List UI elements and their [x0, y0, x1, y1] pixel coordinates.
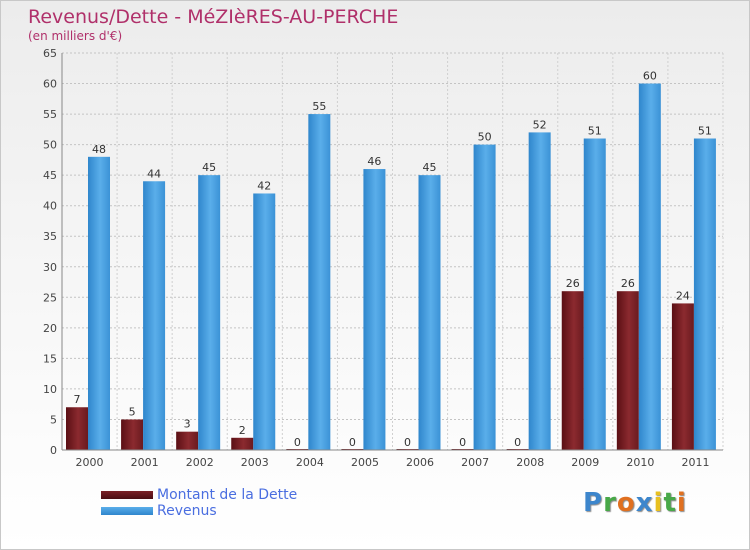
y-tick-label: 30 — [43, 261, 57, 274]
bar-revenue-2008 — [528, 132, 551, 450]
data-label-debt-2004: 0 — [294, 436, 301, 449]
chart-title: Revenus/Dette - MéZIèRES-AU-PERCHE — [28, 6, 399, 28]
y-tick-label: 0 — [50, 444, 57, 457]
bar-revenue-2003 — [253, 193, 276, 450]
bar-debt-2001 — [121, 419, 144, 450]
data-label-debt-2010: 26 — [621, 277, 635, 290]
bar-revenue-2004 — [308, 114, 331, 451]
x-tick-label: 2003 — [241, 456, 269, 469]
data-label-revenue-2005: 46 — [367, 155, 381, 168]
bar-revenue-2011 — [693, 138, 716, 450]
data-label-revenue-2002: 45 — [202, 161, 216, 174]
proxiti-logo: Proxiti — [583, 488, 687, 518]
legend-item-debt: Montant de la Dette — [101, 487, 297, 503]
y-tick-label: 15 — [43, 352, 57, 365]
logo-letter: i — [653, 488, 664, 518]
data-label-revenue-2001: 44 — [147, 167, 161, 180]
y-tick-label: 60 — [43, 78, 57, 91]
legend-label-revenue: Revenus — [157, 503, 217, 519]
x-tick-label: 2008 — [516, 456, 544, 469]
y-tick-label: 35 — [43, 230, 57, 243]
legend-swatch-revenue — [101, 507, 153, 515]
data-label-debt-2003: 2 — [239, 424, 246, 437]
data-label-debt-2007: 0 — [459, 436, 466, 449]
legend-item-revenue: Revenus — [101, 503, 297, 519]
bar-revenue-2006 — [418, 175, 441, 450]
y-tick-label: 45 — [43, 169, 57, 182]
x-tick-label: 2010 — [626, 456, 654, 469]
data-label-debt-2008: 0 — [514, 436, 521, 449]
bar-revenue-2002 — [198, 175, 221, 450]
y-tick-label: 10 — [43, 383, 57, 396]
data-label-revenue-2003: 42 — [257, 179, 271, 192]
bar-revenue-2007 — [473, 144, 496, 450]
y-tick-label: 55 — [43, 108, 57, 121]
data-label-debt-2002: 3 — [184, 418, 191, 431]
logo-letter: P — [583, 488, 604, 518]
legend: Montant de la Dette Revenus — [101, 487, 297, 519]
bar-revenue-2010 — [638, 83, 661, 451]
data-label-revenue-2010: 60 — [643, 70, 657, 83]
data-label-revenue-2006: 45 — [423, 161, 437, 174]
bar-debt-2002 — [176, 431, 199, 450]
x-tick-label: 2002 — [186, 456, 214, 469]
data-label-revenue-2011: 51 — [698, 125, 712, 138]
data-label-debt-2001: 5 — [129, 405, 136, 418]
bar-revenue-2005 — [363, 169, 386, 451]
x-tick-label: 2005 — [351, 456, 379, 469]
bar-debt-2000 — [66, 407, 88, 450]
x-tick-label: 2006 — [406, 456, 434, 469]
y-tick-label: 25 — [43, 291, 57, 304]
logo-letter: i — [676, 488, 687, 518]
x-tick-label: 2011 — [681, 456, 709, 469]
logo-letter: r — [603, 488, 617, 518]
x-tick-label: 2004 — [296, 456, 324, 469]
logo-letter: x — [635, 488, 654, 518]
x-tick-label: 2009 — [571, 456, 599, 469]
y-tick-label: 20 — [43, 322, 57, 335]
y-tick-label: 65 — [43, 47, 57, 60]
data-label-debt-2005: 0 — [349, 436, 356, 449]
legend-swatch-debt — [101, 491, 153, 499]
data-label-revenue-2004: 55 — [312, 100, 326, 113]
y-tick-label: 5 — [50, 413, 57, 426]
logo-letter: o — [616, 488, 636, 518]
data-label-revenue-2007: 50 — [478, 131, 492, 144]
data-label-debt-2009: 26 — [566, 277, 580, 290]
bar-revenue-2001 — [143, 181, 166, 450]
data-label-revenue-2008: 52 — [533, 118, 547, 131]
x-tick-label: 2000 — [76, 456, 104, 469]
x-tick-label: 2001 — [131, 456, 159, 469]
logo-letter: t — [663, 488, 677, 518]
y-tick-label: 40 — [43, 200, 57, 213]
bar-revenue-2000 — [88, 156, 110, 451]
bar-debt-2009 — [561, 291, 584, 450]
bar-debt-2010 — [616, 291, 639, 450]
legend-label-debt: Montant de la Dette — [157, 487, 298, 503]
bar-revenue-2009 — [583, 138, 606, 450]
chart-subtitle: (en milliers d'€) — [28, 29, 123, 43]
bar-debt-2011 — [671, 303, 694, 450]
data-label-revenue-2000: 48 — [92, 143, 106, 156]
data-label-debt-2000: 7 — [74, 393, 81, 406]
x-tick-label: 2007 — [461, 456, 489, 469]
data-label-revenue-2009: 51 — [588, 125, 602, 138]
data-label-debt-2006: 0 — [404, 436, 411, 449]
y-tick-label: 50 — [43, 139, 57, 152]
data-label-debt-2011: 24 — [676, 289, 690, 302]
bar-debt-2003 — [231, 437, 254, 450]
